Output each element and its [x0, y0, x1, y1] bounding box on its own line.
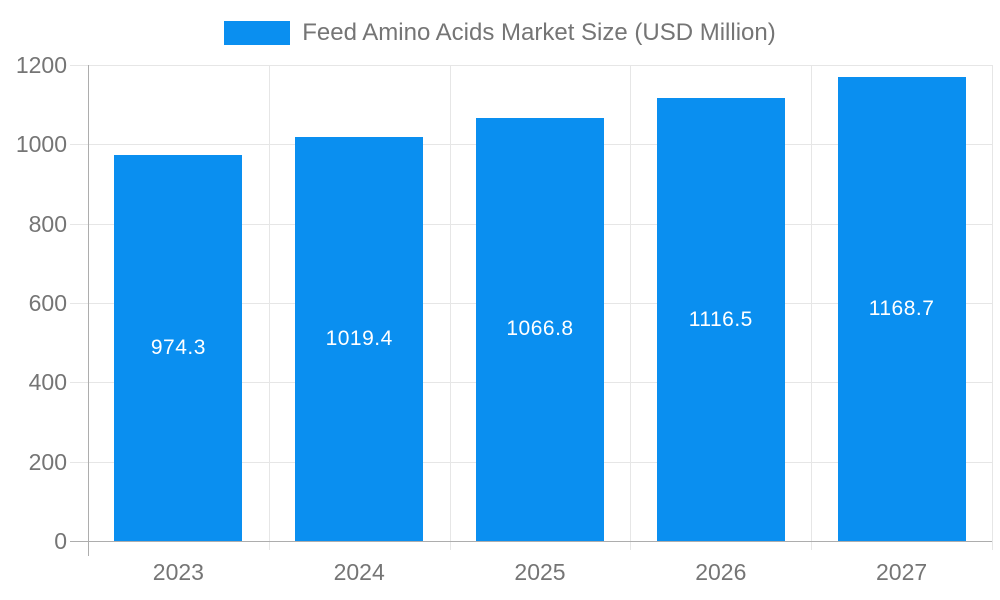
- x-gridline: [268, 65, 270, 550]
- x-tick-label-2024: 2024: [333, 559, 385, 585]
- legend-swatch-icon: [224, 21, 291, 45]
- x-tick-label-2027: 2027: [876, 559, 928, 585]
- x-gridline: [992, 65, 993, 550]
- y-gridline: [70, 65, 992, 66]
- bar-2023[interactable]: 974.3: [114, 154, 243, 541]
- y-tick-label: 600: [28, 290, 67, 316]
- bar-value-label: 1168.7: [868, 297, 935, 321]
- bar-2024[interactable]: 1019.4: [295, 136, 424, 541]
- bar-2026[interactable]: 1116.5: [656, 98, 785, 541]
- y-axis-line: [88, 65, 89, 556]
- plot-area: 974.3 1019.4 1066.8 1116.5 1168.7: [70, 65, 993, 556]
- y-tick-label: 1200: [15, 52, 67, 78]
- bar-value-label: 1019.4: [325, 326, 393, 350]
- y-tick-label: 200: [28, 448, 67, 475]
- x-gridline: [630, 65, 632, 550]
- x-axis-line: [70, 541, 992, 542]
- x-gridline: [449, 65, 451, 550]
- bar-value-label: 974.3: [150, 335, 206, 359]
- x-tick-label-2025: 2025: [514, 559, 566, 585]
- y-tick-label: 0: [54, 528, 67, 554]
- y-tick-label: 1000: [15, 131, 67, 158]
- bar-2025[interactable]: 1066.8: [476, 117, 604, 541]
- y-tick-label: 800: [28, 210, 67, 237]
- bar-2027[interactable]: 1168.7: [837, 77, 966, 541]
- x-tick-label-2023: 2023: [152, 559, 204, 585]
- x-tick-label-2026: 2026: [695, 559, 747, 585]
- bar-value-label: 1116.5: [688, 307, 753, 331]
- x-gridline: [811, 65, 813, 550]
- legend[interactable]: Feed Amino Acids Market Size (USD Millio…: [0, 21, 1000, 45]
- legend-series-label: Feed Amino Acids Market Size (USD Millio…: [302, 19, 776, 46]
- bar-value-label: 1066.8: [506, 317, 574, 341]
- y-tick-label: 400: [28, 369, 67, 396]
